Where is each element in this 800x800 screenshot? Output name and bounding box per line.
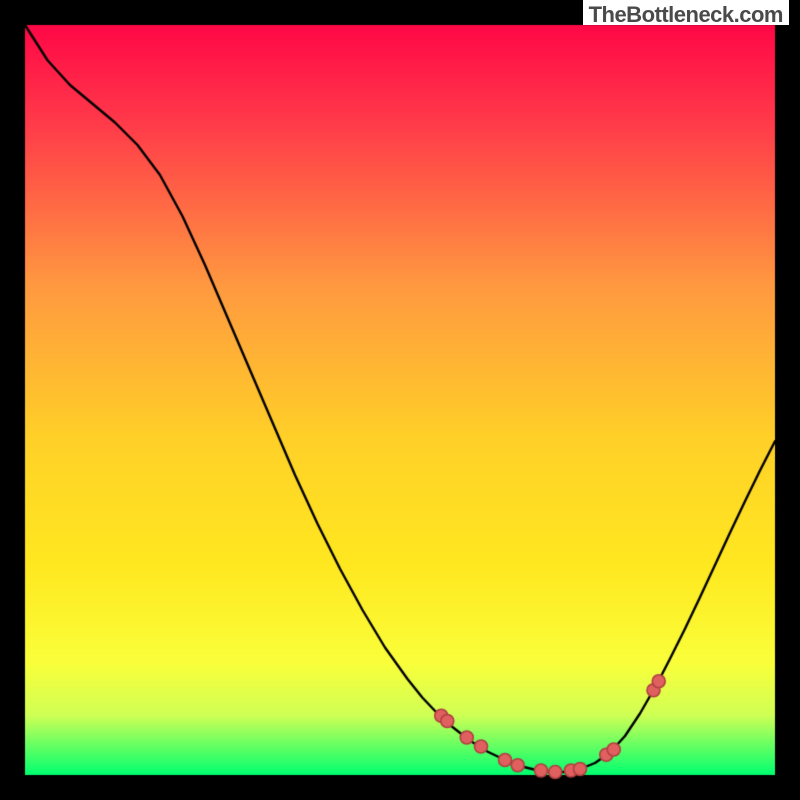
site-label-text: TheBottleneck.com — [589, 2, 783, 27]
bottleneck-curve-chart — [0, 0, 800, 800]
chart-container: TheBottleneck.com — [0, 0, 800, 800]
site-label: TheBottleneck.com — [583, 0, 789, 25]
